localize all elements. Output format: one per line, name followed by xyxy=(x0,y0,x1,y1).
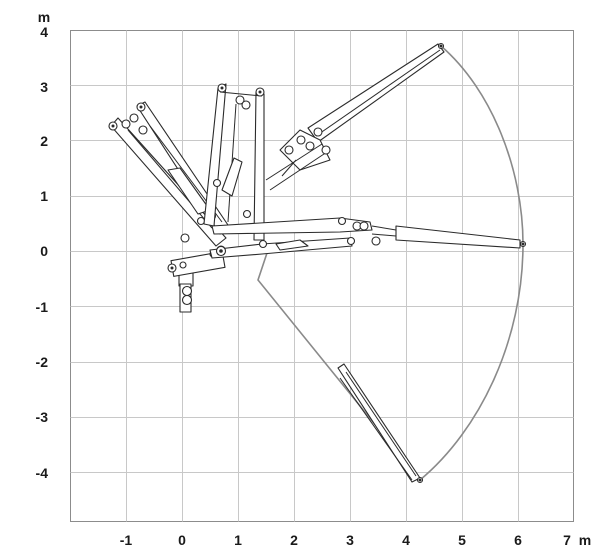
x-tick-7: 7 xyxy=(563,532,571,548)
x-tick-3: 3 xyxy=(346,532,354,548)
y-axis-unit: m xyxy=(38,9,50,25)
x-tick-0: 0 xyxy=(178,532,186,548)
y-tick-neg3: -3 xyxy=(36,409,49,425)
y-tick-1: 1 xyxy=(40,188,48,204)
x-tick-2: 2 xyxy=(290,532,298,548)
main-pivot xyxy=(215,245,227,257)
boom-position-raised xyxy=(265,42,445,191)
x-tick-1: 1 xyxy=(234,532,242,548)
y-tick-neg2: -2 xyxy=(36,354,49,370)
boom-position-vertical xyxy=(203,83,265,241)
axis-labels: m 4 3 2 1 0 -1 -2 -3 -4 -1 0 1 2 3 4 5 6… xyxy=(36,9,592,548)
crane-base xyxy=(167,250,226,313)
boom-position-horizontal xyxy=(209,216,527,259)
y-tick-neg4: -4 xyxy=(36,465,49,481)
x-tick-4: 4 xyxy=(402,532,410,548)
x-tick-6: 6 xyxy=(514,532,522,548)
reach-envelope xyxy=(257,45,524,482)
y-tick-2: 2 xyxy=(40,133,48,149)
x-axis-unit: m xyxy=(579,532,591,548)
boom-position-lowered xyxy=(337,363,424,484)
y-tick-4: 4 xyxy=(40,24,48,40)
y-tick-neg1: -1 xyxy=(36,299,49,315)
x-tick-neg1: -1 xyxy=(120,532,133,548)
y-tick-0: 0 xyxy=(40,243,48,259)
plot-frame xyxy=(70,30,574,522)
x-tick-5: 5 xyxy=(458,532,466,548)
y-tick-3: 3 xyxy=(40,79,48,95)
